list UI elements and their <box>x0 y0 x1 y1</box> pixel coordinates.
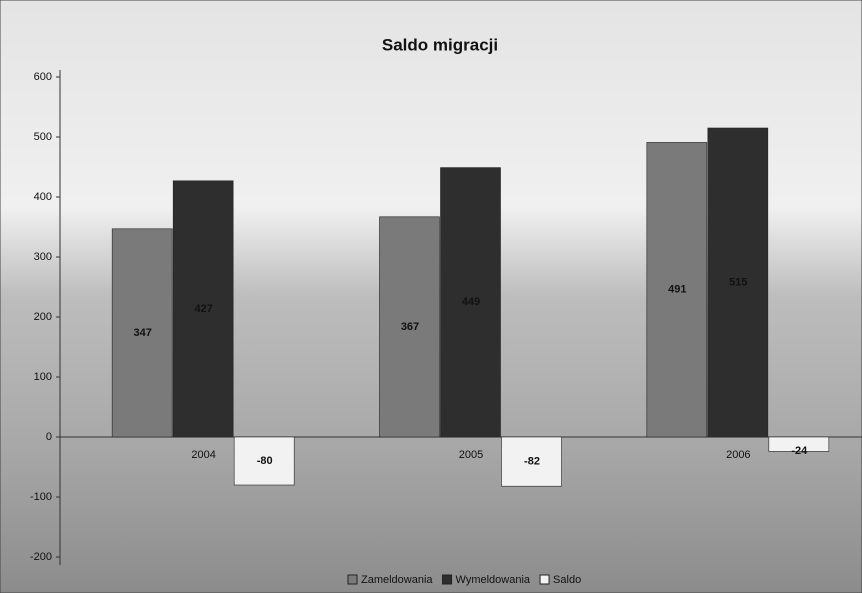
data-label: 449 <box>462 296 480 308</box>
bar <box>768 436 830 452</box>
bar <box>646 142 708 438</box>
y-tick-label: -100 <box>30 491 52 503</box>
y-tick-label: 0 <box>46 431 52 443</box>
data-label: -82 <box>524 456 540 468</box>
data-label: 515 <box>729 276 747 288</box>
chart-title: Saldo migracji <box>382 35 498 54</box>
y-tick-label: 300 <box>34 251 52 263</box>
bar <box>111 228 173 438</box>
y-tick-label: 400 <box>34 191 52 203</box>
data-label: -80 <box>257 455 273 467</box>
bar <box>379 216 440 438</box>
y-tick-label: -200 <box>30 551 52 563</box>
x-tick-label: 2004 <box>191 449 215 461</box>
y-tick-label: 200 <box>34 311 52 323</box>
bar <box>501 436 562 487</box>
data-label: 491 <box>668 284 686 296</box>
data-label: 347 <box>133 327 151 339</box>
y-tick-label: 600 <box>34 71 52 83</box>
x-tick-label: 2006 <box>726 449 750 461</box>
bar <box>440 167 501 438</box>
legend-swatch <box>442 574 453 585</box>
legend-swatch <box>539 574 550 585</box>
data-label: -24 <box>791 445 808 457</box>
bar <box>707 127 769 438</box>
bar <box>233 436 295 486</box>
legend-swatch <box>347 574 358 585</box>
legend-label: Zameldowania <box>361 574 433 586</box>
data-label: 367 <box>401 321 419 333</box>
legend-label: Saldo <box>553 574 581 586</box>
bar <box>172 180 234 438</box>
y-tick-label: 500 <box>34 131 52 143</box>
y-tick-label: 100 <box>34 371 52 383</box>
legend-label: Wymeldowania <box>456 574 531 586</box>
data-label: 427 <box>194 303 212 315</box>
x-tick-label: 2005 <box>459 449 483 461</box>
